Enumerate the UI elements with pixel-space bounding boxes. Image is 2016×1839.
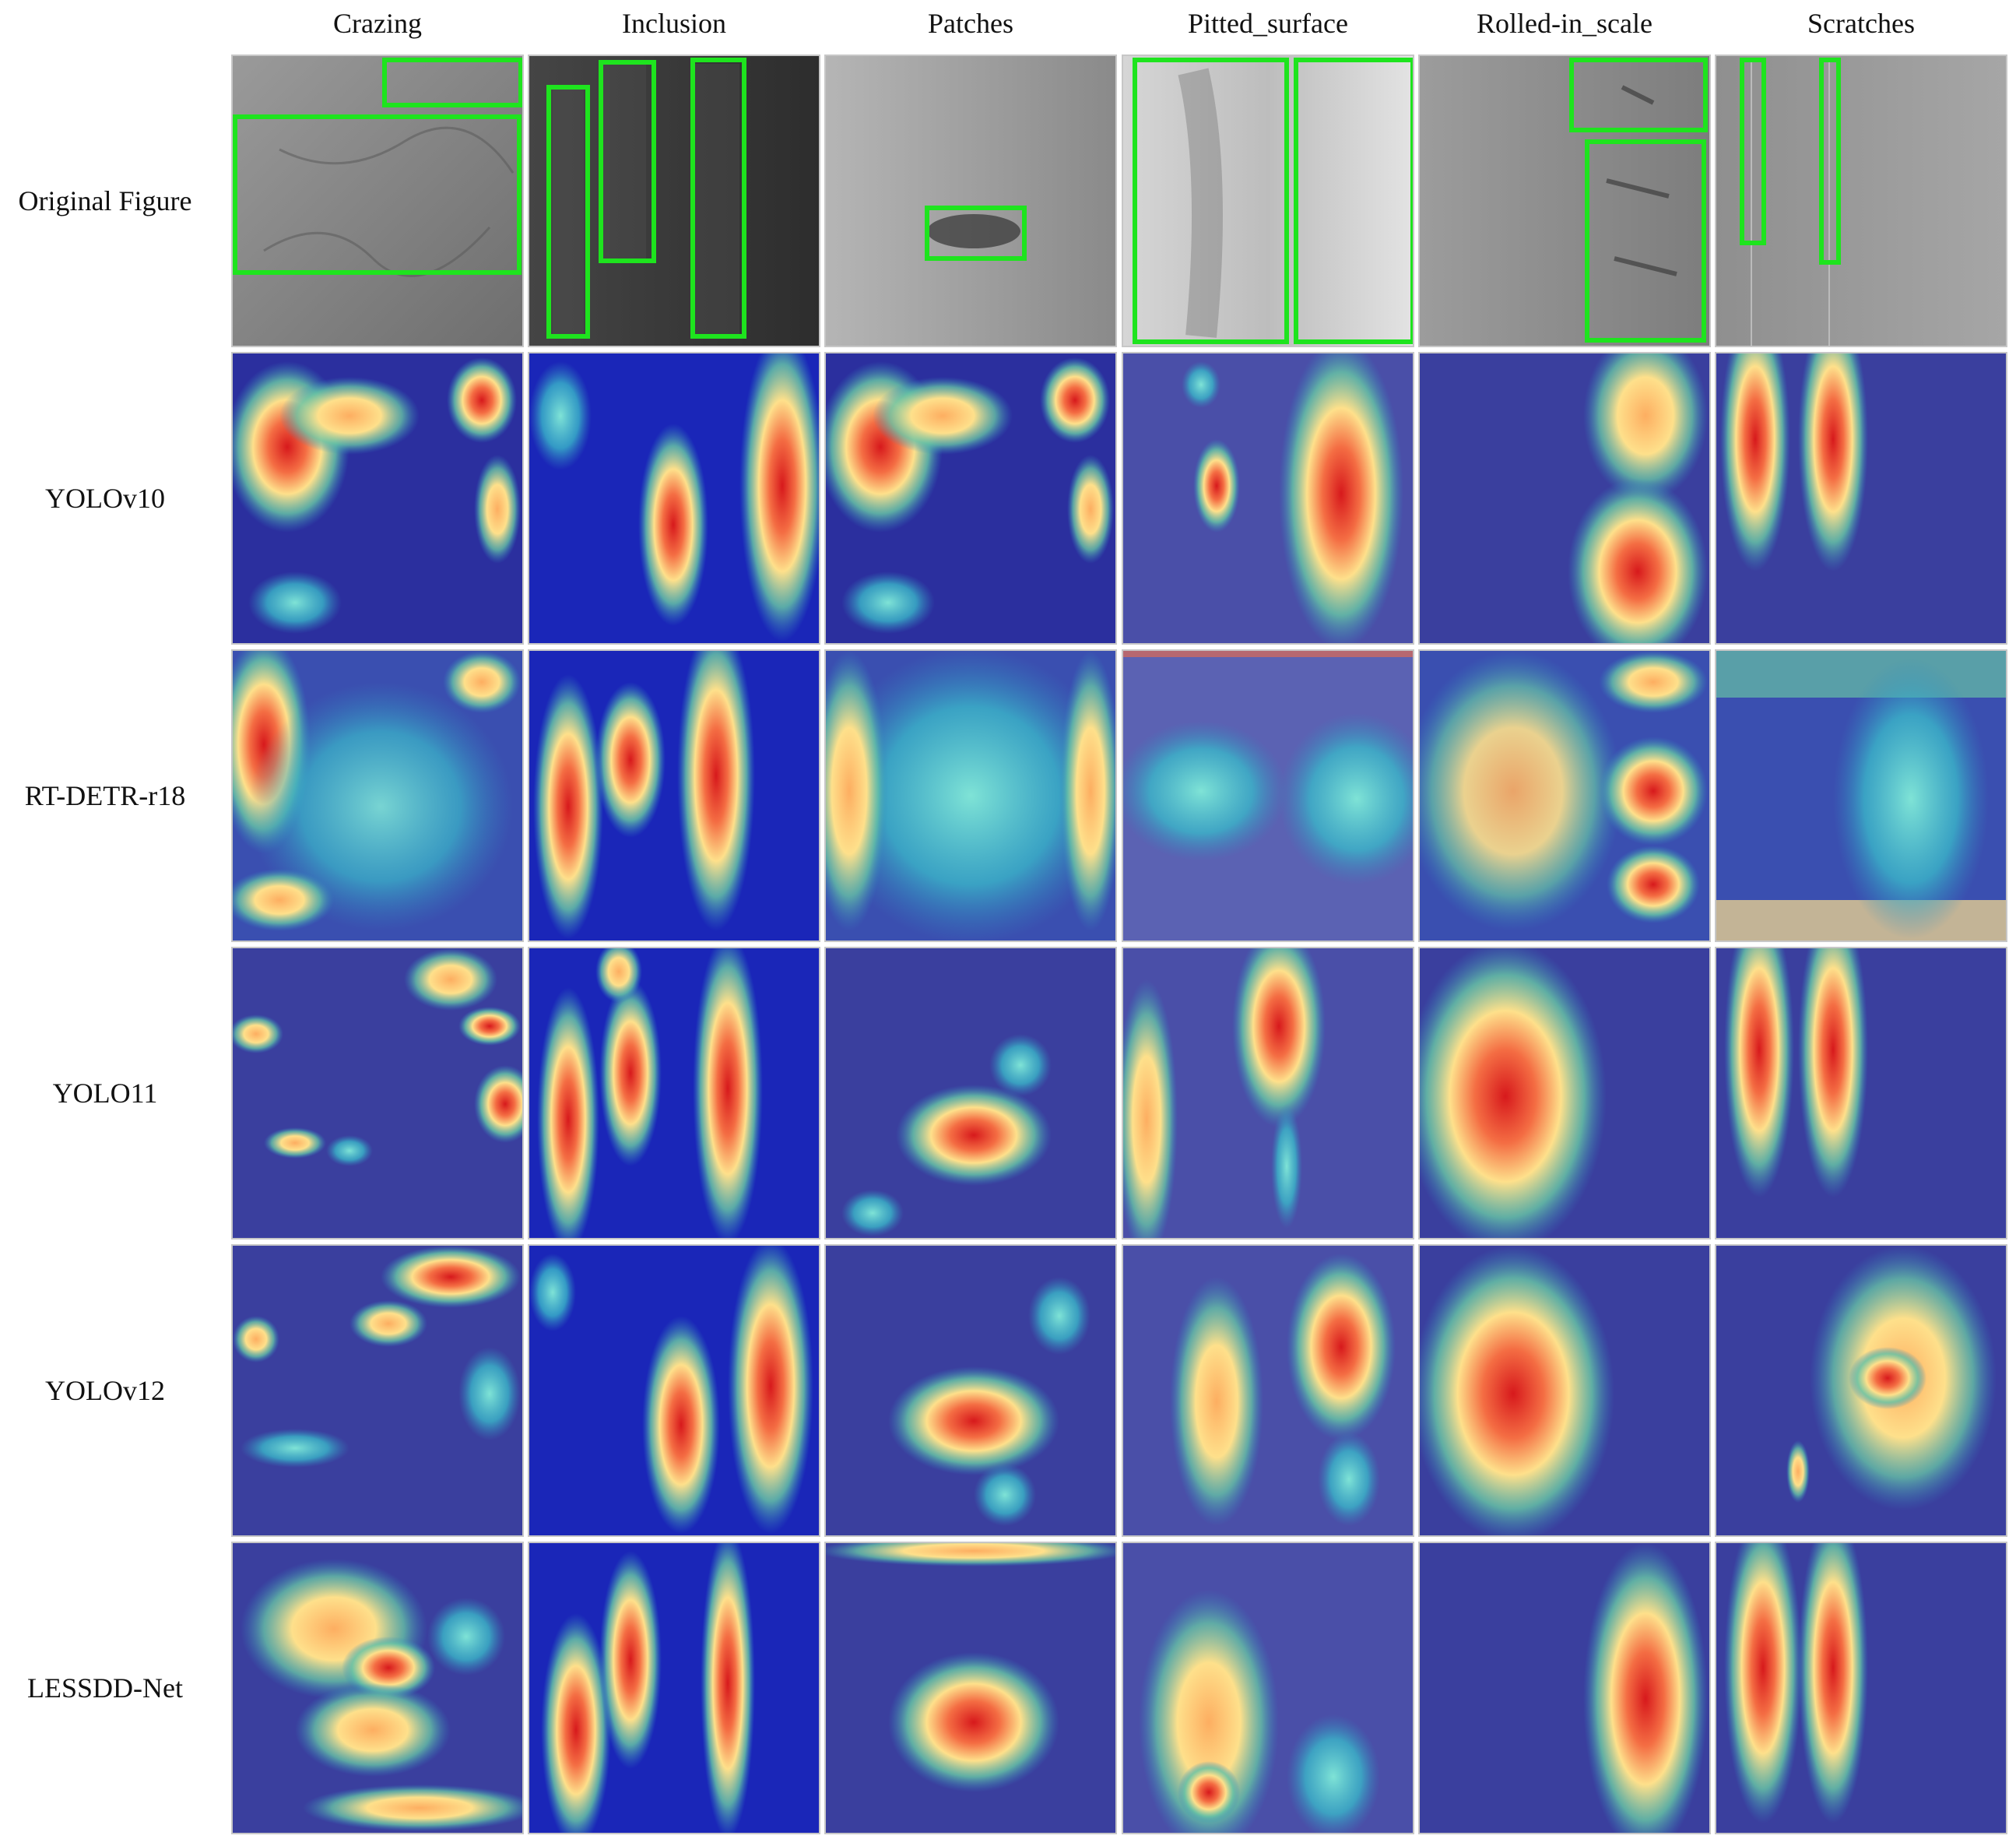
heatmap-lessdd-inclusion xyxy=(528,1542,820,1834)
row-label-original: Original Figure xyxy=(18,185,192,216)
col-header-patches: Patches xyxy=(928,8,1013,39)
heatmap-lessdd-rolled-in-scale xyxy=(1418,1542,1711,1834)
col-header-pitted-surface: Pitted_surface xyxy=(1188,8,1348,39)
image-original-scratches xyxy=(1715,55,2007,347)
heatmap-lessdd-scratches xyxy=(1715,1542,2007,1834)
heatmap-yolov10-patches xyxy=(824,352,1117,645)
heatmap-lessdd-patches xyxy=(824,1542,1117,1834)
heatmap-rtdetr-rolled-in-scale xyxy=(1418,649,1711,942)
heatmap-yolov10-crazing xyxy=(231,352,524,645)
image-original-inclusion xyxy=(528,55,820,347)
image-original-pitted-surface xyxy=(1122,55,1414,347)
heatmap-yolo11-patches xyxy=(824,947,1117,1239)
row-label-yolov12: YOLOv12 xyxy=(45,1375,165,1406)
heatmap-yolo11-inclusion xyxy=(528,947,820,1239)
row-label-yolo11: YOLO11 xyxy=(52,1078,158,1109)
col-header-crazing: Crazing xyxy=(333,8,422,39)
heatmap-yolov12-scratches xyxy=(1715,1244,2007,1537)
heatmap-yolov10-rolled-in-scale xyxy=(1418,352,1711,645)
heatmap-lessdd-pitted-surface xyxy=(1122,1542,1414,1834)
heatmap-yolo11-rolled-in-scale xyxy=(1418,947,1711,1239)
heatmap-yolo11-scratches xyxy=(1715,947,2007,1239)
col-header-rolled-in-scale: Rolled-in_scale xyxy=(1477,8,1652,39)
heatmap-rtdetr-inclusion xyxy=(528,649,820,942)
row-label-yolov10: YOLOv10 xyxy=(45,483,165,514)
heatmap-yolo11-crazing xyxy=(231,947,524,1239)
heatmap-yolov12-pitted-surface xyxy=(1122,1244,1414,1537)
heatmap-yolov10-scratches xyxy=(1715,352,2007,645)
heatmap-yolov12-rolled-in-scale xyxy=(1418,1244,1711,1537)
image-original-rolled-in-scale xyxy=(1418,55,1711,347)
row-label-rt-detr: RT-DETR-r18 xyxy=(24,780,186,811)
heatmap-yolov10-pitted-surface xyxy=(1122,352,1414,645)
heatmap-yolov12-crazing xyxy=(231,1244,524,1537)
row-label-lessdd-net: LESSDD-Net xyxy=(27,1672,183,1704)
heatmap-yolov12-inclusion xyxy=(528,1244,820,1537)
heatmap-yolov10-inclusion xyxy=(528,352,820,645)
heatmap-rtdetr-crazing xyxy=(231,649,524,942)
image-original-patches xyxy=(824,55,1117,347)
heatmap-rtdetr-patches xyxy=(824,649,1117,942)
image-original-crazing xyxy=(231,55,524,347)
col-header-scratches: Scratches xyxy=(1807,8,1915,39)
heatmap-rtdetr-scratches xyxy=(1715,649,2007,942)
heatmap-lessdd-crazing xyxy=(231,1542,524,1834)
heatmap-yolo11-pitted-surface xyxy=(1122,947,1414,1239)
heatmap-rtdetr-pitted-surface xyxy=(1122,649,1414,942)
heatmap-yolov12-patches xyxy=(824,1244,1117,1537)
col-header-inclusion: Inclusion xyxy=(622,8,726,39)
